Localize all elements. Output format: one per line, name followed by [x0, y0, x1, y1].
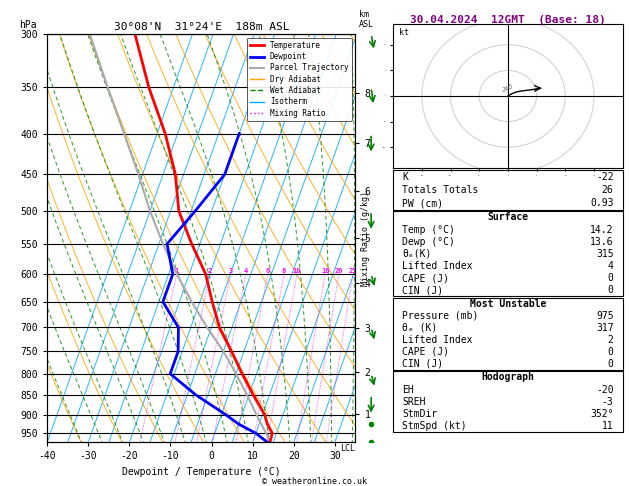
Text: 6: 6 — [265, 268, 270, 274]
Text: © weatheronline.co.uk: © weatheronline.co.uk — [262, 477, 367, 486]
Text: PW (cm): PW (cm) — [403, 198, 443, 208]
Text: 315: 315 — [596, 249, 613, 259]
Text: -22: -22 — [596, 172, 613, 182]
Text: 16: 16 — [321, 268, 330, 274]
Text: 0: 0 — [608, 347, 613, 357]
Text: 317: 317 — [596, 323, 613, 333]
Text: Temp (°C): Temp (°C) — [403, 225, 455, 235]
Text: 4: 4 — [504, 86, 508, 92]
Text: 2: 2 — [501, 87, 505, 93]
Text: 0: 0 — [608, 285, 613, 295]
Text: K: K — [403, 172, 408, 182]
Text: CAPE (J): CAPE (J) — [403, 273, 449, 283]
Text: km
ASL: km ASL — [359, 10, 374, 29]
Text: CIN (J): CIN (J) — [403, 359, 443, 369]
Text: 4: 4 — [608, 261, 613, 271]
Text: Pressure (mb): Pressure (mb) — [403, 311, 479, 321]
Text: 0: 0 — [608, 273, 613, 283]
Text: 0.93: 0.93 — [590, 198, 613, 208]
Text: Surface: Surface — [487, 212, 528, 223]
Text: kt: kt — [399, 28, 409, 36]
Text: hPa: hPa — [19, 20, 37, 30]
Text: 6: 6 — [508, 85, 512, 90]
Text: StmDir: StmDir — [403, 409, 438, 419]
Text: -3: -3 — [602, 397, 613, 407]
Text: CAPE (J): CAPE (J) — [403, 347, 449, 357]
Text: Totals Totals: Totals Totals — [403, 185, 479, 195]
Text: CIN (J): CIN (J) — [403, 285, 443, 295]
Text: θₑ (K): θₑ (K) — [403, 323, 438, 333]
Text: -20: -20 — [596, 384, 613, 395]
Text: Lifted Index: Lifted Index — [403, 335, 473, 345]
Text: 3: 3 — [228, 268, 233, 274]
Text: Dewp (°C): Dewp (°C) — [403, 237, 455, 247]
Text: θₑ(K): θₑ(K) — [403, 249, 431, 259]
Text: StmSpd (kt): StmSpd (kt) — [403, 421, 467, 431]
Text: 26: 26 — [602, 185, 613, 195]
Text: 4: 4 — [243, 268, 248, 274]
Text: Most Unstable: Most Unstable — [470, 299, 546, 309]
Text: 30.04.2024  12GMT  (Base: 18): 30.04.2024 12GMT (Base: 18) — [410, 15, 606, 25]
Text: 0: 0 — [608, 359, 613, 369]
Text: 10: 10 — [292, 268, 301, 274]
Text: LCL: LCL — [340, 444, 355, 453]
Text: 25: 25 — [349, 268, 357, 274]
X-axis label: Dewpoint / Temperature (°C): Dewpoint / Temperature (°C) — [122, 467, 281, 477]
Text: EH: EH — [403, 384, 414, 395]
Legend: Temperature, Dewpoint, Parcel Trajectory, Dry Adiabat, Wet Adiabat, Isotherm, Mi: Temperature, Dewpoint, Parcel Trajectory… — [247, 38, 352, 121]
Text: 352°: 352° — [590, 409, 613, 419]
Text: 11: 11 — [602, 421, 613, 431]
Text: 2: 2 — [208, 268, 212, 274]
Text: 1: 1 — [174, 268, 179, 274]
Text: Lifted Index: Lifted Index — [403, 261, 473, 271]
Text: Hodograph: Hodograph — [481, 372, 535, 382]
Text: 14.2: 14.2 — [590, 225, 613, 235]
Text: 975: 975 — [596, 311, 613, 321]
Text: 20: 20 — [335, 268, 343, 274]
Title: 30°08'N  31°24'E  188m ASL: 30°08'N 31°24'E 188m ASL — [113, 22, 289, 32]
Text: 2: 2 — [608, 335, 613, 345]
Text: 8: 8 — [282, 268, 286, 274]
Text: Mixing Ratio (g/kg): Mixing Ratio (g/kg) — [361, 191, 370, 286]
Text: SREH: SREH — [403, 397, 426, 407]
Text: 13.6: 13.6 — [590, 237, 613, 247]
